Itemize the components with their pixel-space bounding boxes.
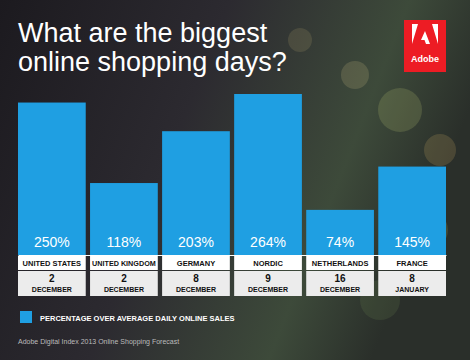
chart: What are the biggestonline shopping days… [0,0,470,360]
bars [18,94,446,255]
bokeh-light [378,88,422,132]
category-cell: UNITED KINGDOM 2DECEMBER [90,256,158,296]
logo-mark [412,24,438,44]
date-box [378,271,446,296]
logo: Adobe [404,20,446,72]
category-label: UNITED STATES [23,259,81,268]
axis-line [19,255,447,256]
data-label: 74% [326,234,354,250]
category-box [378,256,446,270]
category-box [18,256,86,270]
category-cell: GERMANY 8DECEMBER [162,256,230,296]
bokeh-light [288,28,312,52]
category-cell: NETHERLANDS 16DECEMBER [306,256,374,296]
date-label: 2DECEMBER [32,273,72,293]
logo-box [404,20,446,72]
logo-text: Adobe [411,54,439,64]
data-labels: 250% 118% 203% 264% 74% 145% [34,234,430,250]
source: Adobe Digital Index 2013 Online Shopping… [18,338,179,346]
date-box [90,271,158,296]
date-label: 8JANUARY [395,273,429,293]
category-label: NORDIC [253,259,283,268]
category-labels: UNITED STATES 2DECEMBER UNITED KINGDOM 2DEC… [18,256,446,296]
title: What are the biggestonline shopping days… [18,18,287,77]
category-box [162,256,230,270]
date-label: 2DECEMBER [104,273,144,293]
legend-label: PERCENTAGE OVER AVERAGE DAILY ONLINE SAL… [40,314,234,323]
category-cell: FRANCE 8JANUARY [378,256,446,296]
category-label: UNITED KINGDOM [92,259,156,268]
background [0,0,470,360]
date-label: 8DECEMBER [176,273,216,293]
date-box [18,271,86,296]
date-label: 16DECEMBER [320,273,360,293]
data-label: 145% [394,234,430,250]
data-label: 264% [250,234,286,250]
bar [18,103,86,255]
bar [162,131,230,255]
category-label: GERMANY [177,259,215,268]
bar [378,167,446,255]
category-box [234,256,302,270]
category-cell: UNITED STATES 2DECEMBER [18,256,86,296]
category-cell: NORDIC 9DECEMBER [234,256,302,296]
data-label: 118% [107,234,142,250]
data-label: 250% [34,234,70,250]
category-box [90,256,158,270]
legend-swatch [20,311,32,323]
date-box [306,271,374,296]
bar [90,183,158,255]
bar [306,210,374,255]
category-box [306,256,374,270]
bokeh-light [424,134,456,166]
category-label: NETHERLANDS [312,259,369,268]
date-box [162,271,230,296]
legend: PERCENTAGE OVER AVERAGE DAILY ONLINE SAL… [20,311,234,323]
bar [234,94,302,255]
date-label: 9DECEMBER [248,273,288,293]
bokeh-light [341,61,369,89]
x-axis [19,255,447,257]
category-label: FRANCE [397,259,428,268]
data-label: 203% [178,234,214,250]
date-box [234,271,302,296]
